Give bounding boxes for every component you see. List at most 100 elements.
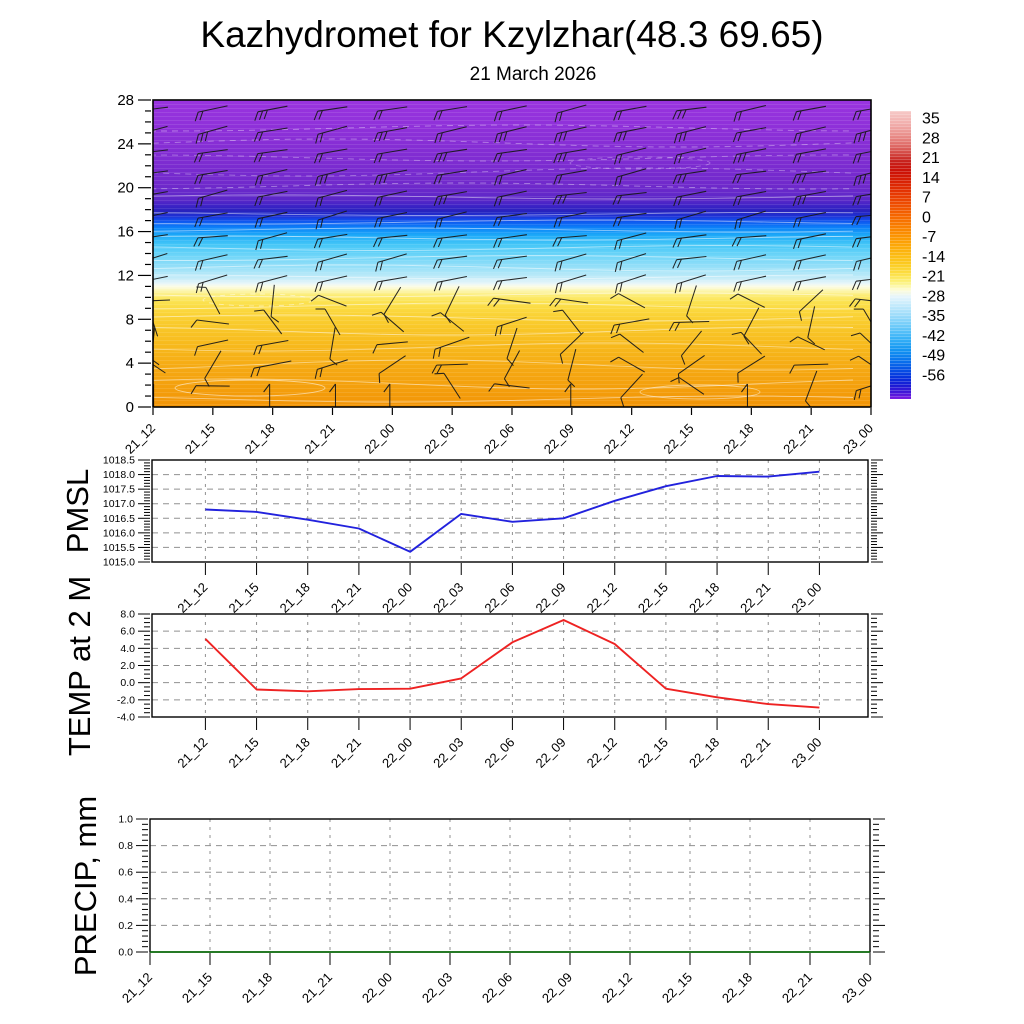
colorbar-tick-label: -42 <box>922 328 945 345</box>
temp-panel: -4.0 -2.0 0.0 2.0 4.0 6.0 8.0 21_12 21_15 21_18 21… <box>117 609 883 771</box>
x-tick-label: 21_12 <box>119 970 155 1006</box>
temp-line <box>204 619 820 709</box>
y-tick-label: 0.6 <box>118 867 133 879</box>
x-tick-label: 21_21 <box>301 421 337 457</box>
x-tick-label: 22_03 <box>430 580 466 616</box>
x-tick-label: 22_09 <box>541 421 577 457</box>
x-tick-label: 21_15 <box>226 735 262 771</box>
x-tick-label: 22_12 <box>584 735 620 771</box>
cross-section-axes <box>138 99 872 415</box>
x-tick-label: 22_12 <box>601 421 637 457</box>
colorbar-tick-label: -35 <box>922 308 945 325</box>
colorbar-tick-label: 35 <box>922 111 940 128</box>
y-tick-label: 1016.0 <box>103 527 135 539</box>
x-tick-label: 21_12 <box>122 421 158 457</box>
x-tick-label: 22_09 <box>539 970 575 1006</box>
cross-section-frame <box>152 99 872 408</box>
x-tick-label: 21_21 <box>328 580 364 616</box>
colorbar-tick-label: -21 <box>922 269 945 286</box>
colorbar-tick-label: -14 <box>922 249 945 266</box>
x-tick-label: 21_18 <box>242 421 278 457</box>
y-tick-label: 8.0 <box>120 609 135 621</box>
y-tick-label: 1018.0 <box>103 469 135 481</box>
x-tick-label: 22_06 <box>481 580 517 616</box>
x-tick-label: 21_21 <box>328 735 364 771</box>
y-tick-label: -4.0 <box>117 712 135 724</box>
x-tick-label: 21_18 <box>239 970 275 1006</box>
x-tick-label: 21_12 <box>174 580 210 616</box>
x-tick-label: 21_18 <box>277 580 313 616</box>
y-tick-label: 4.0 <box>120 643 135 655</box>
cross-section-panel: 0 4 8 12 16 20 24 28 21_12 21_15 21_18 21_21 22_00 22… <box>117 92 876 457</box>
x-tick-label: 21_15 <box>226 580 262 616</box>
x-tick-label: 22_00 <box>361 421 397 457</box>
y-tick-label: 1017.0 <box>103 498 135 510</box>
x-tick-label: 22_21 <box>779 970 815 1006</box>
y-tick-label: 1015.5 <box>103 542 135 554</box>
y-tick-label: -2.0 <box>117 694 135 706</box>
x-tick-label: 22_06 <box>479 970 515 1006</box>
pmsl-line <box>205 470 820 553</box>
y-tick-label: 1016.5 <box>103 513 135 525</box>
x-tick-label: 22_21 <box>780 421 816 457</box>
x-tick-label: 22_15 <box>635 580 671 616</box>
colorbar-tick-label: -49 <box>922 348 945 365</box>
colorbar-tick-label: 14 <box>922 170 940 187</box>
y-tick-label: 24 <box>117 136 134 153</box>
x-tick-label: 22_18 <box>719 970 755 1006</box>
x-tick-label: 21_21 <box>299 970 335 1006</box>
x-tick-label: 22_21 <box>737 580 773 616</box>
x-tick-label: 22_03 <box>421 421 457 457</box>
wind-barbs <box>153 104 871 407</box>
colorbar-tick-label: -56 <box>922 368 945 385</box>
y-tick-label: 0 <box>126 399 134 416</box>
x-tick-label: 21_12 <box>174 735 210 771</box>
x-tick-label: 23_00 <box>788 580 824 616</box>
y-tick-label: 16 <box>117 224 134 241</box>
x-tick-label: 22_18 <box>686 735 722 771</box>
x-tick-label: 22_03 <box>430 735 466 771</box>
x-tick-label: 21_15 <box>182 421 218 457</box>
y-tick-label: 1018.5 <box>103 455 135 467</box>
x-tick-label: 22_18 <box>720 421 756 457</box>
x-tick-label: 21_18 <box>277 735 313 771</box>
y-tick-label: 6.0 <box>120 626 135 638</box>
x-tick-label: 22_21 <box>737 735 773 771</box>
contour-lines <box>153 124 854 403</box>
x-tick-label: 22_15 <box>659 970 695 1006</box>
x-tick-label: 22_03 <box>419 970 455 1006</box>
y-tick-label: 0.2 <box>118 920 133 932</box>
y-tick-label: 2.0 <box>120 660 135 672</box>
precip-panel: 0.0 0.2 0.4 0.6 0.8 1.0 21_12 21_15 21_18 21_21 22… <box>118 814 885 1006</box>
x-tick-label: 22_12 <box>584 580 620 616</box>
y-tick-label: 28 <box>117 92 134 109</box>
x-tick-label: 22_15 <box>635 735 671 771</box>
x-tick-label: 22_06 <box>481 735 517 771</box>
y-tick-label: 8 <box>126 311 134 328</box>
y-tick-label: 1.0 <box>118 814 133 826</box>
x-tick-label: 22_00 <box>379 580 415 616</box>
x-tick-label: 23_00 <box>840 421 876 457</box>
y-tick-label: 0.8 <box>118 840 133 852</box>
colorbar-tick-label: -28 <box>922 288 945 305</box>
colorbar-tick-label: -7 <box>922 229 936 246</box>
y-tick-label: 1015.0 <box>103 557 135 569</box>
y-tick-label: 0.4 <box>118 893 133 905</box>
colorbar-labels: 35 28 21 14 7 0 -7 -14 -21 -28 -35 -42 -49 -56 <box>922 111 945 385</box>
x-tick-label: 22_12 <box>599 970 635 1006</box>
y-tick-label: 0.0 <box>120 677 135 689</box>
x-tick-label: 23_00 <box>839 970 875 1006</box>
y-tick-label: 1017.5 <box>103 484 135 496</box>
page-title: Kazhydromet for Kzylzhar(48.3 69.65) <box>200 14 824 55</box>
x-tick-label: 23_00 <box>788 735 824 771</box>
x-tick-label: 21_15 <box>179 970 215 1006</box>
colorbar-tick-label: 0 <box>922 209 931 226</box>
x-tick-label: 22_18 <box>686 580 722 616</box>
y-tick-label: 0.0 <box>118 947 133 959</box>
x-tick-label: 22_09 <box>533 580 569 616</box>
y-tick-label: 20 <box>117 180 134 197</box>
x-tick-label: 22_06 <box>481 421 517 457</box>
pmsl-panel: 1015.0 1015.5 1016.0 1016.5 1017.0 1017.5 1018… <box>103 455 883 616</box>
